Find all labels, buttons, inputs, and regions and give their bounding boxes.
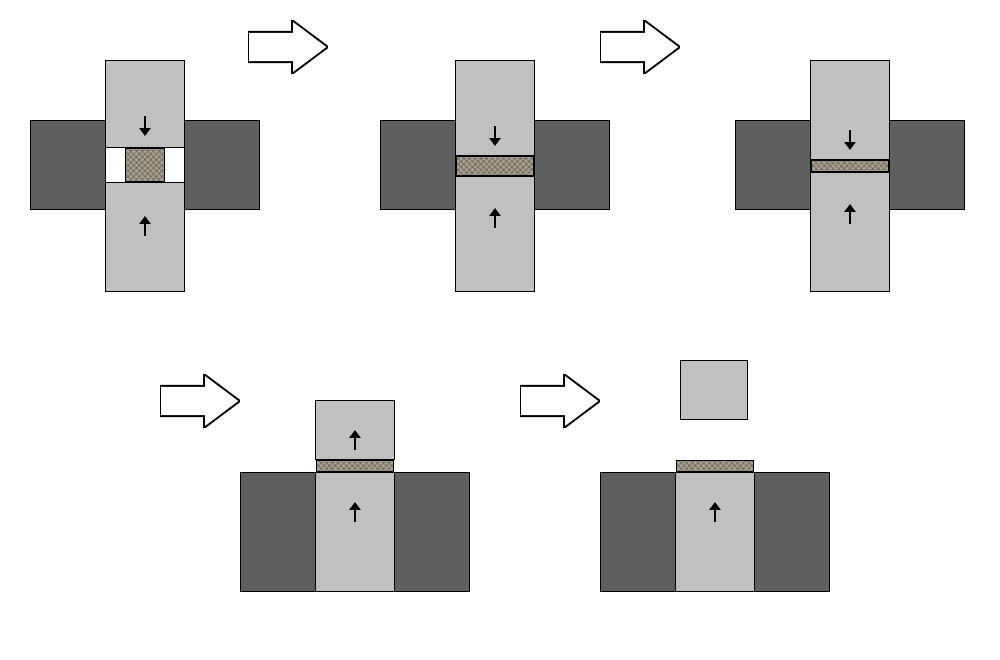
motion-arrow-up-2 [488, 208, 502, 228]
die-right [394, 472, 470, 592]
stage-5 [600, 400, 830, 660]
die-left [30, 120, 106, 210]
flow-arrow-4 [520, 374, 600, 433]
die-left [380, 120, 456, 210]
sample [125, 148, 165, 182]
die-right [889, 120, 965, 210]
punch-bottom [105, 182, 185, 292]
motion-arrow-up-1 [348, 430, 362, 450]
motion-arrow-down-1 [843, 130, 857, 150]
motion-arrow-up-1 [708, 502, 722, 522]
motion-arrow-down-1 [488, 126, 502, 146]
punch-bottom [675, 472, 755, 592]
die-right [754, 472, 830, 592]
motion-arrow-up-2 [348, 502, 362, 522]
motion-arrow-up-2 [138, 216, 152, 236]
sample [676, 460, 754, 472]
stage-2 [380, 60, 610, 320]
punch-bottom [455, 176, 535, 292]
flow-arrow-1 [248, 20, 328, 79]
die-left [600, 472, 676, 592]
die-left [735, 120, 811, 210]
flow-arrow-3 [160, 374, 240, 433]
sample [456, 156, 534, 176]
punch-bottom [810, 172, 890, 292]
stage-4 [240, 400, 470, 660]
sample [316, 460, 394, 472]
stage-3 [735, 60, 965, 320]
punch-bottom [315, 472, 395, 592]
die-right [184, 120, 260, 210]
sample [811, 160, 889, 172]
die-right [534, 120, 610, 210]
flow-arrow-2 [600, 20, 680, 79]
punch-top [680, 360, 748, 420]
motion-arrow-down-1 [138, 116, 152, 136]
stage-1 [30, 60, 260, 320]
motion-arrow-up-2 [843, 204, 857, 224]
die-left [240, 472, 316, 592]
